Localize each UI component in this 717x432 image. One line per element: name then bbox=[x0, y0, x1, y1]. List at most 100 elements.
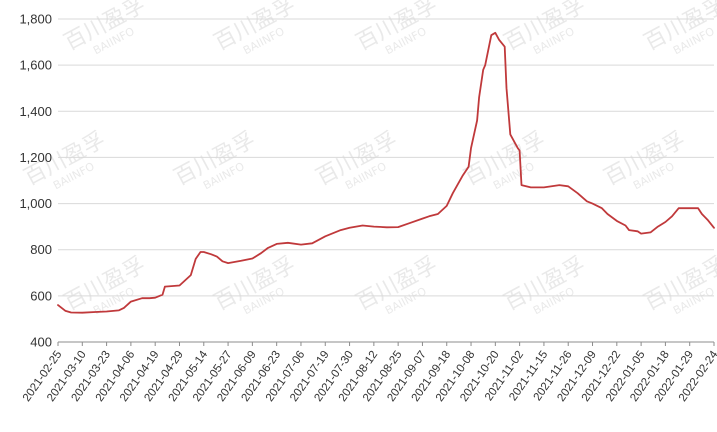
data-point bbox=[82, 312, 83, 313]
data-point bbox=[711, 224, 712, 225]
y-tick-label: 1,400 bbox=[19, 104, 52, 119]
y-tick-label: 600 bbox=[30, 288, 52, 303]
data-point bbox=[491, 35, 492, 36]
data-point bbox=[468, 166, 469, 167]
data-point bbox=[462, 175, 463, 176]
data-point bbox=[142, 298, 143, 299]
data-point bbox=[701, 213, 702, 214]
data-point bbox=[485, 65, 486, 66]
data-point bbox=[155, 297, 156, 298]
y-tick-label: 800 bbox=[30, 242, 52, 257]
data-point bbox=[349, 227, 350, 228]
data-point bbox=[665, 221, 666, 222]
data-point bbox=[504, 46, 505, 47]
data-point bbox=[650, 232, 651, 233]
data-point bbox=[65, 310, 66, 311]
series-layer bbox=[57, 31, 715, 314]
data-point bbox=[200, 251, 201, 252]
data-point bbox=[95, 311, 96, 312]
data-point bbox=[386, 227, 387, 228]
data-point bbox=[470, 148, 471, 149]
data-point bbox=[130, 301, 131, 302]
data-point bbox=[71, 312, 72, 313]
data-point bbox=[671, 216, 672, 217]
data-point bbox=[203, 251, 204, 252]
data-point bbox=[57, 305, 58, 306]
data-point bbox=[287, 242, 288, 243]
data-point bbox=[228, 263, 229, 264]
data-point bbox=[698, 208, 699, 209]
gridlines bbox=[58, 18, 714, 343]
y-tick-label: 1,200 bbox=[19, 150, 52, 165]
data-point bbox=[689, 208, 690, 209]
data-point bbox=[568, 186, 569, 187]
data-point bbox=[483, 69, 484, 70]
data-point bbox=[216, 256, 217, 257]
data-point bbox=[429, 216, 430, 217]
data-point bbox=[312, 243, 313, 244]
data-point bbox=[521, 185, 522, 186]
data-point bbox=[409, 223, 410, 224]
data-point bbox=[118, 310, 119, 311]
data-point bbox=[164, 286, 165, 287]
data-point bbox=[517, 148, 518, 149]
data-point bbox=[300, 244, 301, 245]
series-line bbox=[57, 31, 715, 314]
data-point bbox=[222, 261, 223, 262]
data-point bbox=[437, 213, 438, 214]
data-point bbox=[267, 247, 268, 248]
data-point bbox=[452, 193, 453, 194]
data-point bbox=[628, 230, 629, 231]
data-point bbox=[495, 32, 496, 33]
data-point bbox=[713, 227, 714, 228]
data-point bbox=[530, 187, 531, 188]
data-point bbox=[252, 258, 253, 259]
data-point bbox=[190, 275, 191, 276]
data-point bbox=[123, 307, 124, 308]
data-point bbox=[506, 88, 507, 89]
data-point bbox=[241, 260, 242, 261]
data-point bbox=[616, 220, 617, 221]
data-point bbox=[325, 236, 326, 237]
data-point bbox=[678, 208, 679, 209]
y-tick-label: 400 bbox=[30, 335, 52, 350]
data-point bbox=[479, 97, 480, 98]
data-point bbox=[519, 150, 520, 151]
data-point bbox=[211, 254, 212, 255]
data-point bbox=[362, 225, 363, 226]
data-point bbox=[422, 218, 423, 219]
data-point bbox=[260, 253, 261, 254]
y-tick-label: 1,600 bbox=[19, 58, 52, 73]
data-point bbox=[373, 226, 374, 227]
data-point bbox=[592, 203, 593, 204]
data-point bbox=[543, 187, 544, 188]
y-tick-label: 1,000 bbox=[19, 196, 52, 211]
data-point bbox=[641, 233, 642, 234]
data-point bbox=[477, 120, 478, 121]
data-point bbox=[195, 258, 196, 259]
data-point bbox=[707, 219, 708, 220]
data-point bbox=[398, 227, 399, 228]
data-point bbox=[106, 311, 107, 312]
data-point bbox=[510, 134, 511, 135]
data-point bbox=[162, 294, 163, 295]
y-axis: 400 600 800 1,000 1,200 1,400 1,600 1,800 bbox=[19, 12, 52, 350]
data-point bbox=[625, 225, 626, 226]
data-point bbox=[340, 230, 341, 231]
